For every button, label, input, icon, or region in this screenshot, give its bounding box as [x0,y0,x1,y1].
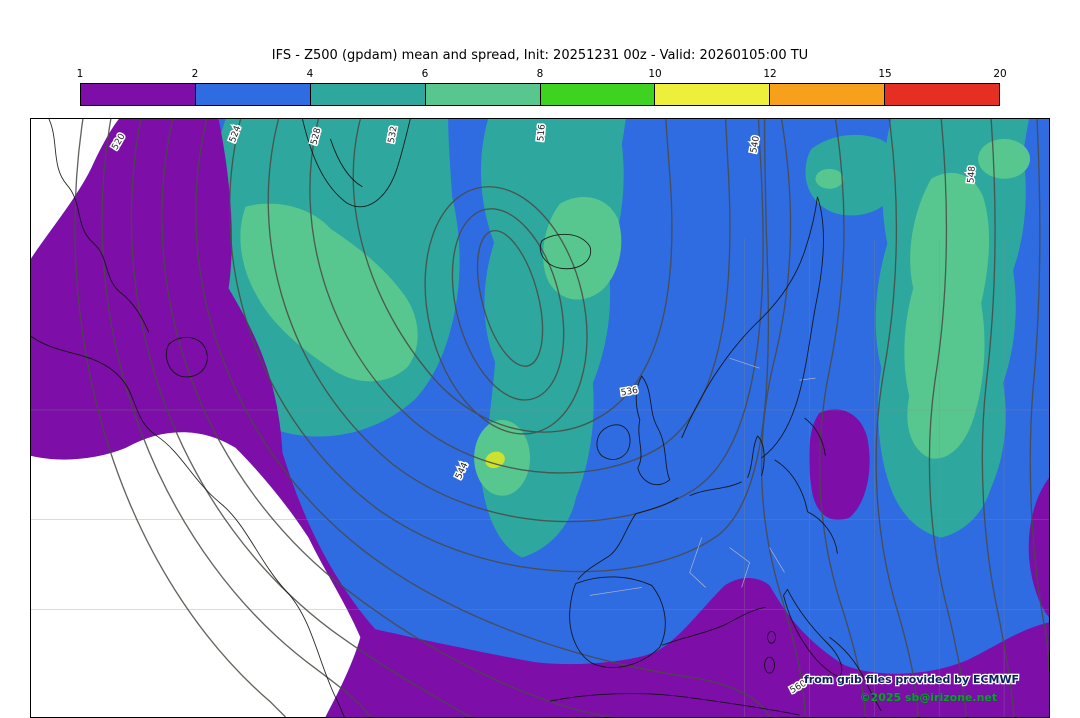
contour-label: 540 [749,135,762,154]
coastlines [31,119,882,717]
colorbar-ticks: 1 2 4 6 8 10 12 15 20 [76,68,1007,83]
colorbar-segment-10-12 [654,84,770,105]
colorbar-bar [80,83,1000,106]
chart-title: IFS - Z500 (gpdam) mean and spread, Init… [271,48,809,63]
colorbar-segment-1-2 [81,84,195,105]
colorbar-tick: 8 [536,68,544,80]
map-area: 520 524 528 532 516 540 548 536 544 560 from grib… [30,118,1050,718]
colorbar-segment-2-4 [194,84,310,105]
z500-contours [74,119,1049,717]
colorbar-segment-6-8 [424,84,540,105]
colorbar-tick: 12 [763,68,777,80]
colorbar-segment-4-6 [309,84,425,105]
spread-fill-white [31,119,361,717]
colorbar-tick: 6 [421,68,429,80]
colorbar-tick: 4 [306,68,314,80]
country-borders [589,357,816,596]
contour-label: 548 [966,165,977,183]
colorbar-tick: 20 [993,68,1007,80]
contour-label: 536 [620,386,639,399]
attribution-ecmwf: from grib files provided by ECMWF [804,673,1019,686]
colorbar-tick: 10 [648,68,662,80]
spread-fill-seafoam [240,138,1031,496]
spread-fill-yellow-spot [485,451,505,469]
contour-label: 532 [387,125,400,144]
colorbar-segment-12-15 [769,84,885,105]
colorbar-segment-8-10 [539,84,655,105]
attribution-copyright: ©2025 sb@irizone.net [860,691,998,704]
colorbar-segment-15-20 [884,84,999,105]
colorbar-tick: 1 [76,68,84,80]
contour-label: 516 [536,124,547,142]
colorbar-tick: 15 [878,68,892,80]
colorbar: 1 2 4 6 8 10 12 15 20 [76,68,1007,106]
colorbar-tick: 2 [191,68,199,80]
